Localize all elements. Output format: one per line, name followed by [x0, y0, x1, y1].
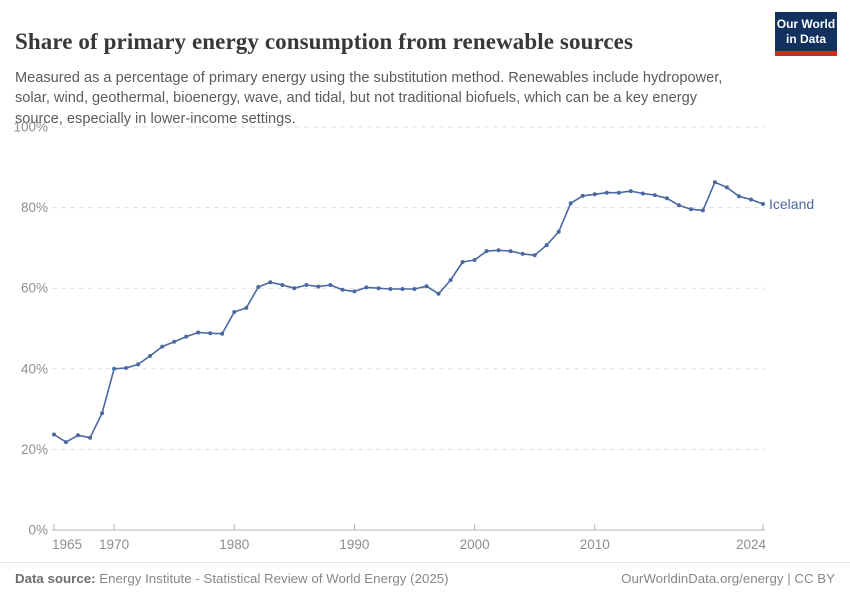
series-point[interactable]	[604, 190, 609, 195]
series-point[interactable]	[568, 201, 573, 206]
series-point[interactable]	[628, 189, 633, 194]
y-tick-label: 80%	[21, 200, 48, 215]
series-point[interactable]	[280, 283, 285, 287]
series-point[interactable]	[749, 197, 753, 202]
y-tick-label: 0%	[28, 523, 48, 538]
series-point[interactable]	[472, 258, 477, 262]
series-point[interactable]	[148, 353, 153, 358]
x-tick-label: 2024	[736, 537, 767, 552]
series-point[interactable]	[712, 180, 717, 185]
series-point[interactable]	[688, 207, 693, 212]
series-point[interactable]	[100, 411, 105, 416]
series-point[interactable]	[316, 284, 321, 289]
footer-divider	[0, 562, 850, 563]
series-point[interactable]	[412, 287, 417, 291]
series-point[interactable]	[616, 190, 621, 195]
x-tick-label: 1980	[219, 537, 249, 552]
series-point[interactable]	[184, 334, 189, 339]
chart-title: Share of primary energy consumption from…	[15, 29, 634, 55]
series-point[interactable]	[652, 193, 657, 198]
series-point[interactable]	[737, 194, 741, 199]
series-point[interactable]	[520, 251, 525, 256]
y-tick-label: 40%	[21, 361, 48, 376]
data-source-value: Energy Institute - Statistical Review of…	[95, 571, 449, 586]
series-point[interactable]	[88, 435, 93, 440]
series-point[interactable]	[556, 229, 561, 234]
chart-subtitle: Measured as a percentage of primary ener…	[15, 69, 723, 128]
series-point[interactable]	[76, 433, 80, 438]
series-point[interactable]	[172, 339, 177, 344]
series-point[interactable]	[136, 362, 141, 367]
series-point[interactable]	[700, 208, 705, 213]
series-point[interactable]	[424, 284, 429, 289]
series-point[interactable]	[292, 286, 297, 291]
series-point[interactable]	[592, 192, 597, 197]
series-point[interactable]	[400, 287, 405, 291]
series-point[interactable]	[640, 191, 645, 196]
series-point[interactable]	[676, 203, 681, 208]
series-point[interactable]	[268, 280, 273, 285]
owid-logo[interactable]: Our World in Data	[775, 12, 837, 56]
series-point[interactable]	[496, 248, 501, 253]
series-point[interactable]	[544, 243, 549, 248]
owid-logo-line2: in Data	[785, 31, 826, 46]
series-point[interactable]	[532, 253, 537, 258]
series-point[interactable]	[388, 287, 393, 291]
series-point[interactable]	[484, 249, 489, 254]
series-point[interactable]	[761, 202, 765, 206]
series-point[interactable]	[112, 366, 117, 371]
series-point[interactable]	[160, 344, 165, 349]
y-tick-label: 20%	[21, 442, 48, 457]
series-point[interactable]	[232, 310, 237, 314]
series-point[interactable]	[64, 440, 68, 445]
x-tick-label: 2000	[460, 537, 490, 552]
x-tick-label: 2010	[580, 537, 610, 552]
series-point[interactable]	[580, 193, 585, 198]
series-point[interactable]	[328, 283, 333, 287]
line-chart[interactable]: 0% 20% 40% 60% 80% 100% 1965 1970 1980 1990 2000 20…	[0, 110, 850, 562]
data-source-text: Data source: Energy Institute - Statisti…	[15, 571, 449, 586]
series-point[interactable]	[664, 196, 669, 201]
y-tick-label: 60%	[21, 281, 48, 296]
series-point[interactable]	[52, 432, 56, 437]
footer: Data source: Energy Institute - Statisti…	[15, 571, 835, 586]
x-tick-label: 1970	[99, 537, 129, 552]
license-text[interactable]: OurWorldinData.org/energy | CC BY	[621, 571, 835, 586]
series-point[interactable]	[340, 287, 345, 292]
series-point[interactable]	[304, 283, 309, 287]
series-label-iceland[interactable]: Iceland	[769, 195, 815, 212]
series-point[interactable]	[256, 285, 261, 289]
x-tick-label: 1990	[339, 537, 369, 552]
series-point[interactable]	[724, 185, 729, 190]
series-point[interactable]	[436, 291, 441, 296]
series-point[interactable]	[376, 286, 381, 291]
data-source-label: Data source:	[15, 571, 96, 586]
series-point[interactable]	[124, 366, 129, 370]
series-point[interactable]	[460, 260, 465, 264]
x-tick-label: 1965	[52, 537, 82, 552]
series-point[interactable]	[244, 305, 249, 310]
owid-logo-line1: Our World	[776, 17, 836, 32]
y-tick-label: 100%	[13, 120, 48, 135]
series-point[interactable]	[508, 249, 513, 254]
series-point[interactable]	[448, 278, 453, 283]
series-point[interactable]	[364, 285, 369, 290]
series-point[interactable]	[196, 330, 201, 335]
series-point[interactable]	[352, 289, 357, 294]
series-line-iceland[interactable]	[53, 181, 764, 443]
series-point[interactable]	[220, 331, 225, 336]
series-point[interactable]	[208, 331, 213, 336]
